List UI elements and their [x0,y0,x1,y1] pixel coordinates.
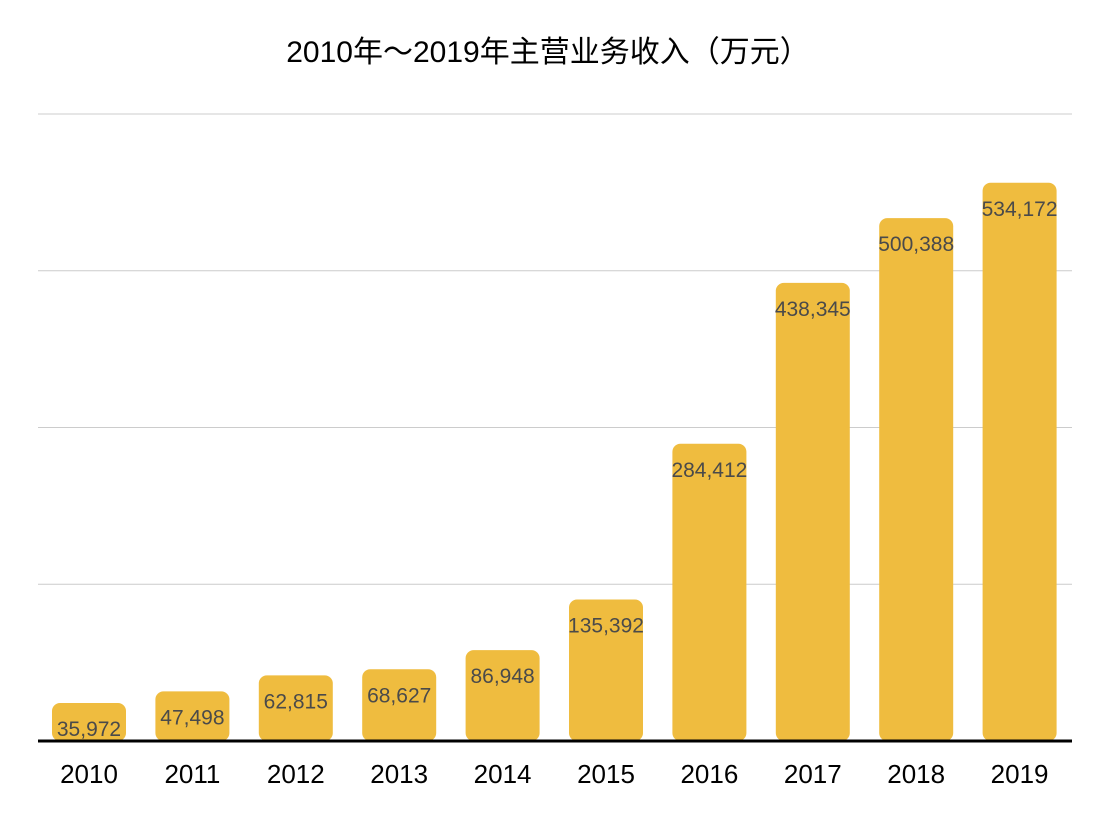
x-tick-label-2011: 2011 [164,759,220,789]
x-tick-label-2019: 2019 [991,759,1049,789]
x-tick-label-2010: 2010 [60,759,118,789]
bar-2013 [362,669,437,741]
bar-2012 [258,675,333,741]
x-tick-label-2012: 2012 [267,759,325,789]
x-tick-label-2018: 2018 [887,759,945,789]
x-tick-label-2016: 2016 [680,759,738,789]
data-label-2014: 86,948 [470,665,534,688]
data-label-2010: 35,972 [57,718,121,741]
bar-2010 [52,703,126,741]
data-label-2012: 62,815 [264,690,328,713]
data-label-2019: 534,172 [982,198,1058,221]
data-label-2011: 47,498 [160,706,224,729]
bar-2019 [982,182,1057,741]
x-tick-label-2015: 2015 [577,759,635,789]
data-label-2015: 135,392 [568,615,644,638]
data-label-2018: 500,388 [878,233,954,256]
bar-2018 [879,218,954,741]
x-tick-label-2013: 2013 [370,759,428,789]
x-tick-label-2017: 2017 [784,759,842,789]
bar-2016 [672,443,747,741]
data-label-2013: 68,627 [367,684,431,707]
chart-title: 2010年～2019年主营业务收入（万元） [286,36,809,69]
bar-2014 [465,650,540,741]
bar-2011 [155,691,230,741]
bar-2015 [569,599,643,741]
data-label-2016: 284,412 [671,459,747,482]
bar-2017 [775,282,850,741]
x-tick-label-2014: 2014 [474,759,532,789]
data-label-2017: 438,345 [775,298,851,321]
